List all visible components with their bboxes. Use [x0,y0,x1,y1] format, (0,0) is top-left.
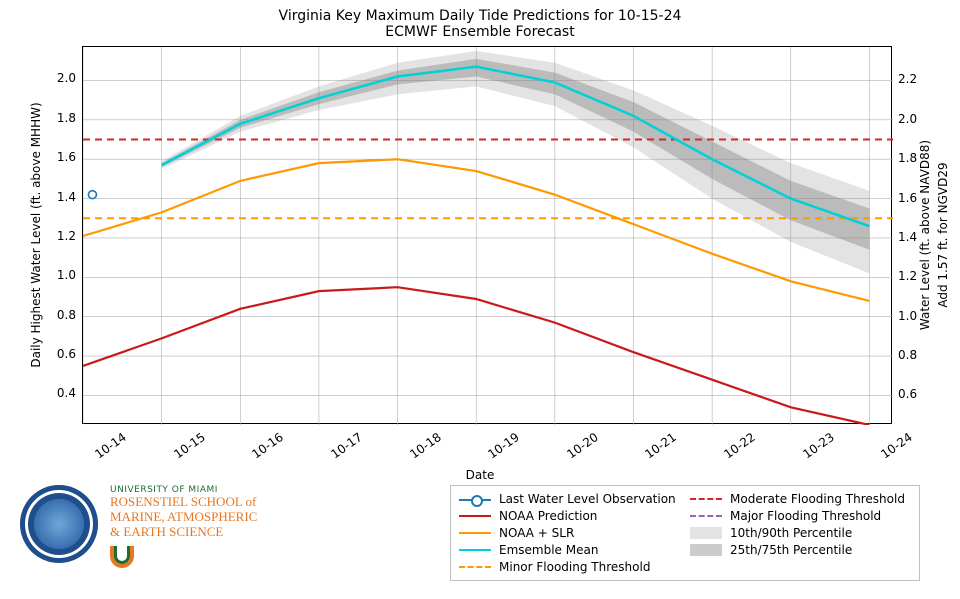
x-tick-label: 10-14 [92,430,129,461]
legend-label: Last Water Level Observation [499,492,676,506]
legend-item-p10-90: 10th/90th Percentile [690,526,911,540]
school-name-line2: MARINE, ATMOSPHERIC [110,510,257,525]
x-tick-label: 10-20 [564,430,601,461]
y-left-tick-label: 1.0 [36,268,76,282]
legend-label: Emsemble Mean [499,543,598,557]
legend-item-major-threshold: Major Flooding Threshold [690,509,911,523]
x-axis-label: Date [0,468,960,482]
y-left-tick-label: 1.2 [36,229,76,243]
plot-svg [83,47,893,425]
legend-label: 25th/75th Percentile [730,543,852,557]
chart-root: Virginia Key Maximum Daily Tide Predicti… [0,0,960,599]
y-axis-right-label-2: Add 1.57 ft. for NGVD29 [936,162,950,307]
x-tick-label: 10-18 [407,430,444,461]
x-tick-label: 10-15 [171,430,208,461]
legend-label: NOAA Prediction [499,509,597,523]
x-tick-label: 10-16 [250,430,287,461]
x-tick-label: 10-24 [879,430,916,461]
y-left-tick-label: 0.8 [36,308,76,322]
y-right-tick-label: 2.2 [898,72,938,86]
legend-item-noaa-slr: NOAA + SLR [459,526,680,540]
legend-label: Major Flooding Threshold [730,509,881,523]
y-right-tick-label: 0.6 [898,387,938,401]
chart-title-line1: Virginia Key Maximum Daily Tide Predicti… [0,8,960,24]
x-tick-label: 10-19 [486,430,523,461]
legend-label: Minor Flooding Threshold [499,560,650,574]
legend-label: NOAA + SLR [499,526,574,540]
y-right-tick-label: 1.2 [898,269,938,283]
legend-item-noaa: NOAA Prediction [459,509,680,523]
legend-label: Moderate Flooding Threshold [730,492,905,506]
y-left-tick-label: 0.6 [36,347,76,361]
x-tick-label: 10-21 [643,430,680,461]
y-left-tick-label: 1.8 [36,111,76,125]
school-name-line1: ROSENSTIEL SCHOOL of [110,495,257,510]
x-tick-label: 10-17 [328,430,365,461]
sfwmd-seal-icon [20,485,98,563]
legend-item-ensemble-mean: Emsemble Mean [459,543,680,557]
x-tick-label: 10-23 [800,430,837,461]
legend-item-p25-75: 25th/75th Percentile [690,543,911,557]
legend-item-observation: Last Water Level Observation [459,492,680,506]
school-name-line3: & EARTH SCIENCE [110,525,257,540]
y-right-tick-label: 1.4 [898,230,938,244]
y-left-tick-label: 1.6 [36,150,76,164]
y-left-tick-label: 1.4 [36,190,76,204]
plot-area [82,46,892,424]
y-right-tick-label: 1.8 [898,151,938,165]
y-left-tick-label: 0.4 [36,386,76,400]
rsmas-text-block: UNIVERSITY OF MIAMI ROSENSTIEL SCHOOL of… [110,485,257,568]
legend-label: 10th/90th Percentile [730,526,852,540]
legend: Last Water Level Observation Moderate Fl… [450,485,920,581]
y-right-tick-label: 2.0 [898,112,938,126]
logo-block: UNIVERSITY OF MIAMI ROSENSTIEL SCHOOL of… [20,485,257,568]
legend-item-minor-threshold: Minor Flooding Threshold [459,560,680,574]
chart-title-line2: ECMWF Ensemble Forecast [0,24,960,40]
y-right-tick-label: 1.6 [898,191,938,205]
observation-marker [88,191,96,199]
x-tick-label: 10-22 [721,430,758,461]
u-miami-logo-icon [110,546,144,568]
legend-item-moderate-threshold: Moderate Flooding Threshold [690,492,911,506]
y-right-tick-label: 0.8 [898,348,938,362]
y-left-tick-label: 2.0 [36,71,76,85]
y-right-tick-label: 1.0 [898,309,938,323]
